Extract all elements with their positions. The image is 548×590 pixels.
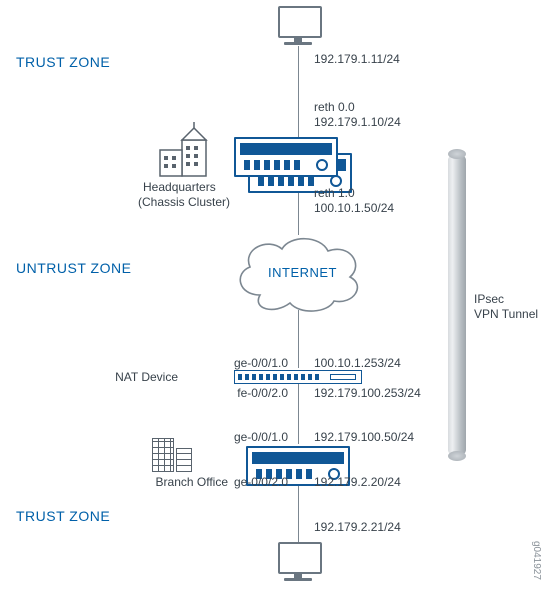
nat-device-icon xyxy=(234,370,362,384)
branch-lan-if-ip: 192.179.2.20/24 xyxy=(314,475,401,490)
hq-int-if-ip: 100.10.1.50/24 xyxy=(314,201,394,216)
host-branch-icon xyxy=(272,542,324,586)
branch-office-building-icon xyxy=(152,438,192,472)
hq-int-if-name: reth 1.0 xyxy=(314,186,355,201)
nat-top-if-ip: 100.10.1.253/24 xyxy=(314,356,401,371)
nat-bot-if-ip: 192.179.100.253/24 xyxy=(314,386,421,401)
ipsec-tunnel-icon xyxy=(448,154,466,456)
link-segment xyxy=(298,484,299,542)
host-hq-ip: 192.179.1.11/24 xyxy=(314,52,400,67)
link-segment xyxy=(298,382,299,444)
zone-label-trust-top: TRUST ZONE xyxy=(16,54,110,70)
zone-label-untrust: UNTRUST ZONE xyxy=(16,260,131,276)
hq-label-line2: (Chassis Cluster) xyxy=(138,195,230,210)
hq-ext-if-name: reth 0.0 xyxy=(314,100,355,115)
link-segment xyxy=(298,310,299,368)
branch-top-if-ip: 192.179.100.50/24 xyxy=(314,430,414,445)
hq-label-line1: Headquarters xyxy=(143,180,216,195)
tunnel-label-line1: IPsec xyxy=(474,292,504,307)
nat-top-if-name: ge-0/0/1.0 xyxy=(234,356,288,371)
host-hq-icon xyxy=(272,6,324,50)
link-segment xyxy=(298,46,299,138)
branch-host-ip: 192.179.2.21/24 xyxy=(314,520,401,535)
branch-label: Branch Office xyxy=(156,475,228,490)
headquarters-building-icon xyxy=(158,122,208,177)
figure-id: g041927 xyxy=(531,541,542,580)
hq-ext-if-ip: 192.179.1.10/24 xyxy=(314,115,401,130)
nat-label: NAT Device xyxy=(115,370,178,385)
zone-label-trust-bottom: TRUST ZONE xyxy=(16,508,110,524)
nat-bot-if-name: fe-0/0/2.0 xyxy=(237,386,288,401)
branch-lan-if-name: ge-0/0/2.0 xyxy=(234,475,288,490)
network-diagram: TRUST ZONE UNTRUST ZONE TRUST ZONE 192.1… xyxy=(0,0,548,590)
tunnel-label-line2: VPN Tunnel xyxy=(474,307,538,322)
branch-top-if-name: ge-0/0/1.0 xyxy=(234,430,288,445)
internet-label: INTERNET xyxy=(268,265,337,280)
